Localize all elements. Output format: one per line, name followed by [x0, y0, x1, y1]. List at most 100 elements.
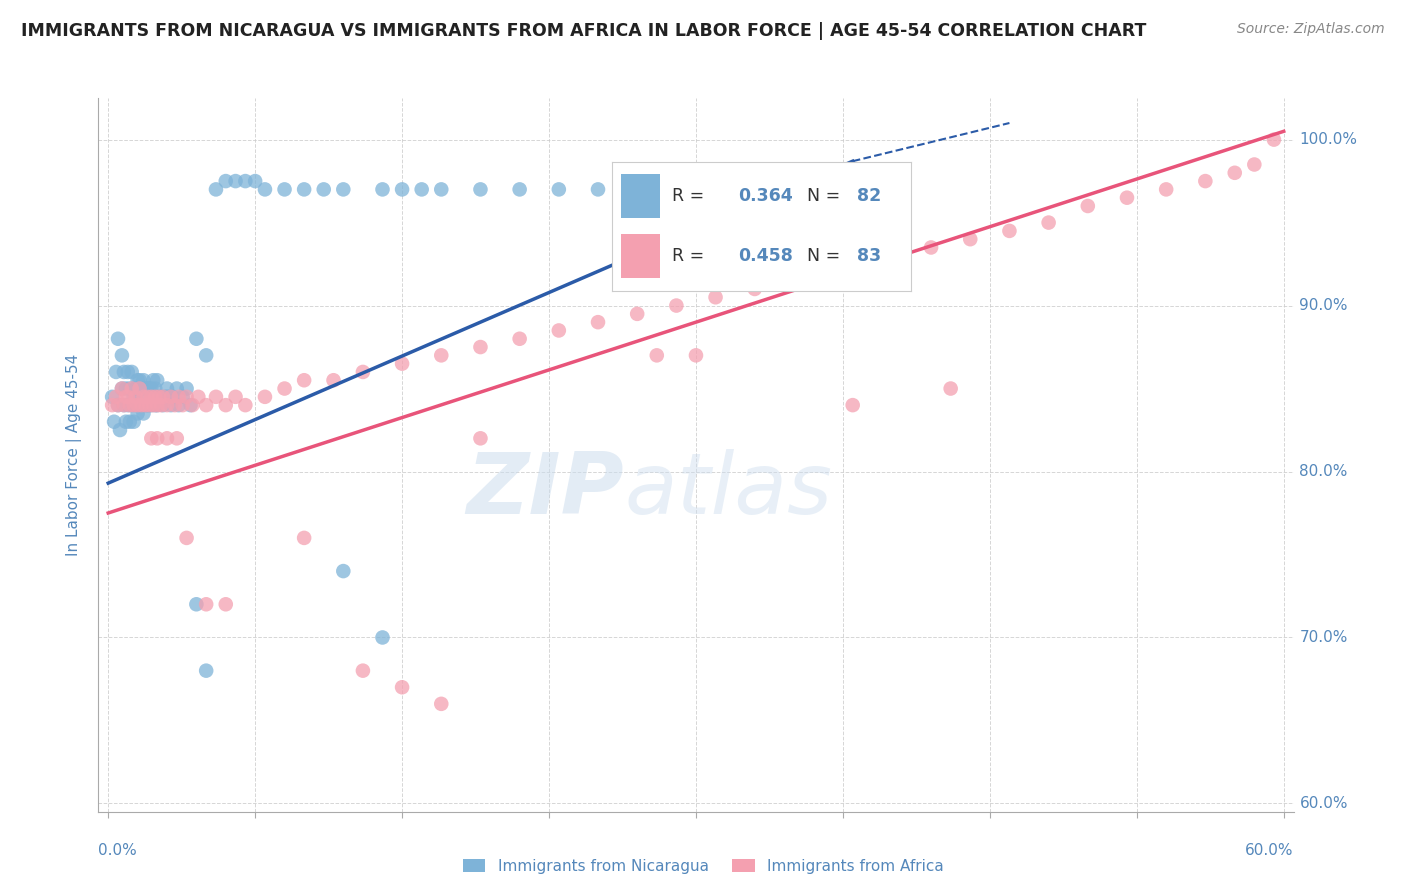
Point: [273, 382, 295, 396]
Point: [112, 365, 135, 379]
Point: [152, 398, 174, 412]
Point: [645, 348, 668, 362]
Point: [146, 398, 169, 412]
Text: 70.0%: 70.0%: [1299, 630, 1348, 645]
Point: [121, 382, 143, 396]
Point: [141, 431, 163, 445]
Point: [115, 382, 138, 396]
Point: [118, 398, 141, 412]
Text: R =: R =: [672, 186, 710, 205]
Point: [470, 431, 492, 445]
Point: [1077, 199, 1099, 213]
Point: [127, 406, 149, 420]
Point: [1116, 191, 1139, 205]
Point: [112, 398, 135, 412]
Point: [101, 390, 124, 404]
Point: [880, 249, 903, 263]
Point: [111, 382, 134, 396]
Point: [322, 373, 344, 387]
Point: [132, 406, 155, 420]
Point: [509, 182, 531, 196]
Point: [107, 332, 129, 346]
Point: [371, 631, 394, 645]
Point: [101, 398, 124, 412]
Point: [352, 365, 374, 379]
Text: 0.458: 0.458: [738, 247, 793, 265]
Text: atlas: atlas: [624, 449, 832, 533]
Point: [148, 390, 170, 404]
Point: [176, 382, 198, 396]
Point: [1243, 157, 1265, 171]
Text: 60.0%: 60.0%: [1299, 796, 1348, 811]
Point: [179, 398, 201, 412]
Point: [143, 390, 166, 404]
Point: [832, 265, 855, 279]
Point: [128, 382, 150, 396]
Point: [1263, 133, 1285, 147]
Point: [225, 390, 247, 404]
Point: [124, 390, 146, 404]
Point: [215, 174, 238, 188]
Point: [920, 240, 942, 254]
Point: [112, 398, 135, 412]
Point: [430, 697, 453, 711]
Point: [143, 382, 166, 396]
Point: [121, 398, 143, 412]
Y-axis label: In Labor Force | Age 45-54: In Labor Force | Age 45-54: [66, 354, 83, 556]
Point: [117, 390, 139, 404]
Point: [391, 680, 413, 694]
Point: [172, 390, 194, 404]
Point: [122, 398, 145, 412]
Point: [142, 390, 165, 404]
Point: [187, 390, 209, 404]
Point: [111, 382, 134, 396]
Point: [136, 398, 159, 412]
Point: [162, 390, 184, 404]
Point: [547, 323, 569, 337]
Point: [332, 564, 354, 578]
Point: [138, 398, 160, 412]
Point: [215, 398, 238, 412]
Point: [1223, 166, 1246, 180]
Text: 80.0%: 80.0%: [1299, 464, 1348, 479]
Point: [186, 597, 208, 611]
Point: [470, 340, 492, 354]
Text: 100.0%: 100.0%: [1299, 132, 1358, 147]
Point: [744, 282, 766, 296]
FancyBboxPatch shape: [621, 235, 661, 278]
Point: [115, 415, 138, 429]
Point: [253, 182, 276, 196]
Point: [998, 224, 1021, 238]
Text: N =: N =: [807, 186, 845, 205]
Point: [704, 290, 727, 304]
Point: [141, 390, 163, 404]
Point: [157, 390, 180, 404]
Point: [134, 398, 156, 412]
Point: [841, 398, 863, 412]
Point: [371, 182, 394, 196]
Point: [292, 373, 315, 387]
Point: [127, 398, 149, 412]
Point: [166, 431, 188, 445]
Point: [195, 348, 218, 362]
Point: [430, 182, 453, 196]
Point: [205, 390, 228, 404]
Text: 60.0%: 60.0%: [1246, 843, 1294, 858]
Point: [134, 382, 156, 396]
Point: [411, 182, 433, 196]
Point: [195, 664, 218, 678]
Point: [160, 390, 183, 404]
FancyBboxPatch shape: [621, 174, 661, 218]
Point: [136, 390, 159, 404]
Point: [117, 398, 139, 412]
Point: [292, 531, 315, 545]
Point: [107, 398, 129, 412]
Point: [148, 390, 170, 404]
Point: [156, 398, 179, 412]
Point: [959, 232, 981, 246]
Text: 82: 82: [858, 186, 882, 205]
Point: [128, 390, 150, 404]
Point: [167, 390, 190, 404]
Point: [186, 332, 208, 346]
Point: [153, 390, 176, 404]
